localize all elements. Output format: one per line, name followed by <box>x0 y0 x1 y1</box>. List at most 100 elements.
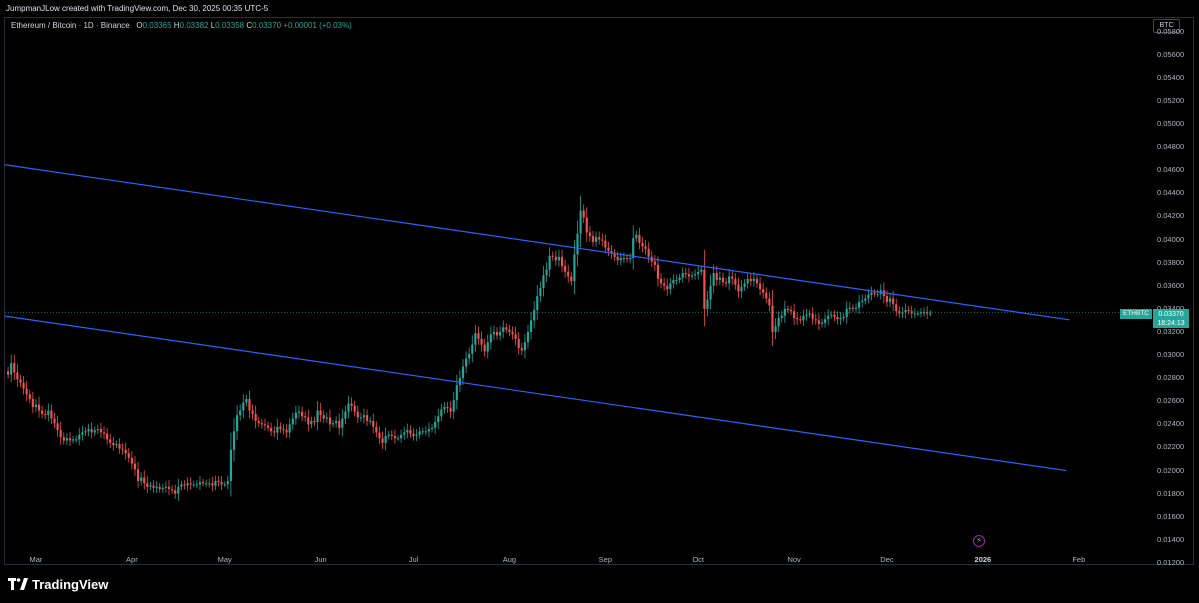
candle-body <box>495 331 499 336</box>
candle-body <box>622 257 626 259</box>
candle-body <box>223 484 226 486</box>
candle-body <box>266 425 270 428</box>
candle-body <box>396 438 400 440</box>
candle-body <box>539 288 542 297</box>
candle-body <box>390 434 393 436</box>
candle-body <box>310 420 313 425</box>
candle-body <box>430 427 434 429</box>
candle-body <box>41 410 44 414</box>
price-tick-label: 0.03800 <box>1157 257 1185 267</box>
bar-countdown: 18:24:13 <box>1157 320 1185 327</box>
candle-body <box>659 278 663 284</box>
candle-body <box>898 311 901 314</box>
candle-body <box>594 237 598 242</box>
candle-body <box>291 418 294 425</box>
time-tick-label: Dec <box>880 555 894 564</box>
candle-body <box>709 285 712 300</box>
candle-body <box>771 305 774 332</box>
candle-body <box>830 314 833 316</box>
currency-button[interactable]: BTC <box>1153 19 1180 33</box>
candle-body <box>796 318 799 320</box>
candle-body <box>415 434 418 436</box>
candle-body <box>625 257 629 260</box>
candle-body <box>16 372 19 380</box>
candle-body <box>789 309 793 312</box>
candle-body <box>474 333 477 345</box>
symbol-price-tag: ETHBTC <box>1120 309 1152 319</box>
candle-body <box>529 320 533 332</box>
candle-body <box>93 430 96 433</box>
candle-body <box>758 283 762 290</box>
price-chart[interactable] <box>0 17 1199 565</box>
candle-body <box>28 394 31 399</box>
legend-open: 0.03365 <box>142 21 172 30</box>
candle-body <box>706 299 709 309</box>
candle-body <box>901 312 904 314</box>
candle-body <box>242 402 245 411</box>
lightning-icon[interactable]: ⚡ <box>973 535 985 547</box>
candle-body <box>171 489 174 491</box>
candle-body <box>610 251 613 254</box>
candle-body <box>715 273 718 280</box>
candle-body <box>406 430 409 433</box>
tradingview-logo[interactable]: TradingView <box>8 576 108 592</box>
candle-body <box>335 420 338 424</box>
candle-body <box>325 417 328 419</box>
candle-body <box>774 326 777 332</box>
price-tick-label: 0.01800 <box>1157 488 1185 498</box>
price-tick-label: 0.01600 <box>1157 511 1185 521</box>
candle-body <box>96 428 99 431</box>
chart-frame[interactable] <box>4 17 1194 565</box>
candle-body <box>793 311 796 319</box>
candle-body <box>492 331 496 335</box>
candle-body <box>731 276 734 279</box>
candle-body <box>786 308 790 310</box>
candle-body <box>208 483 211 485</box>
symbol-legend: Ethereum / Bitcoin · 1D · Binance O0.033… <box>11 21 352 30</box>
candle-body <box>892 298 895 305</box>
candle-body <box>424 431 427 433</box>
price-tick-label: 0.05400 <box>1157 72 1185 82</box>
candle-body <box>842 316 845 319</box>
candle-body <box>189 483 192 485</box>
candle-body <box>780 315 783 319</box>
candle-body <box>121 448 124 450</box>
candle-body <box>477 333 480 339</box>
candle-body <box>712 273 715 286</box>
candle-body <box>152 485 155 488</box>
candle-body <box>106 433 109 440</box>
candle-body <box>393 435 397 439</box>
time-tick-label: Jul <box>408 555 419 564</box>
upper-trendline <box>4 164 1070 321</box>
candle-body <box>37 404 41 411</box>
candle-body <box>876 293 879 295</box>
candle-body <box>155 486 158 488</box>
candle-body <box>118 444 121 449</box>
candle-body <box>743 283 746 287</box>
candle-body <box>551 255 554 257</box>
candle-body <box>297 411 301 413</box>
candle-body <box>458 378 461 386</box>
candle-body <box>514 334 517 339</box>
candle-body <box>554 256 557 261</box>
candle-body <box>338 420 341 428</box>
candle-body <box>653 261 656 265</box>
candle-body <box>161 487 164 490</box>
candle-body <box>833 314 836 317</box>
candle-body <box>737 284 740 292</box>
candle-body <box>644 246 647 249</box>
candle-body <box>68 438 72 441</box>
time-tick-label: Apr <box>126 555 138 564</box>
candle-body <box>260 423 263 425</box>
candle-body <box>13 363 16 373</box>
candle-body <box>195 484 198 486</box>
candle-body <box>270 427 273 432</box>
candle-body <box>591 236 595 242</box>
candle-body <box>542 275 545 289</box>
candle-body <box>929 313 932 315</box>
candle-body <box>403 432 406 435</box>
candle-body <box>47 410 50 416</box>
candle-body <box>870 292 873 295</box>
candle-body <box>601 239 604 241</box>
candle-body <box>588 232 591 237</box>
